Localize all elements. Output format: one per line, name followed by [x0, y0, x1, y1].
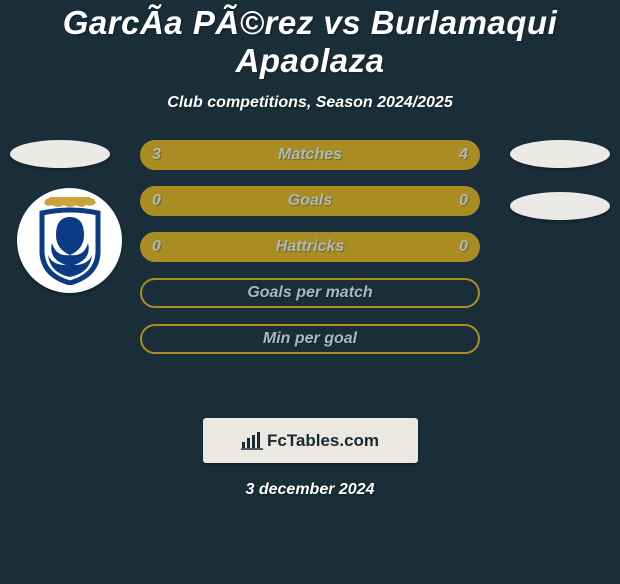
stat-bar-full [140, 232, 480, 262]
source-logo-text: FcTables.com [241, 431, 379, 451]
page-title: GarcÃ­a PÃ©rez vs Burlamaqui Apaolaza [0, 4, 620, 80]
comparison-area: 3 4 Matches 0 0 Goals 0 0 Hattricks Goal… [0, 140, 620, 400]
stat-row-goals-per-match: Goals per match [140, 278, 480, 308]
stat-row-matches: 3 4 Matches [140, 140, 480, 170]
source-logo-label: FcTables.com [267, 431, 379, 451]
player-badge-right-2 [510, 192, 610, 220]
stat-bar-full [140, 186, 480, 216]
stat-row-goals: 0 0 Goals [140, 186, 480, 216]
stat-bar-hollow [140, 324, 480, 354]
snapshot-date: 3 december 2024 [0, 481, 620, 499]
stat-bar-right [276, 140, 480, 170]
stat-row-min-per-goal: Min per goal [140, 324, 480, 354]
source-logo: FcTables.com [203, 418, 418, 463]
player-badge-left [10, 140, 110, 168]
club-shield-left [17, 188, 122, 293]
stat-bar-hollow [140, 278, 480, 308]
chart-icon [241, 432, 263, 450]
stat-row-hattricks: 0 0 Hattricks [140, 232, 480, 262]
stat-bar-left [140, 140, 276, 170]
page-subtitle: Club competitions, Season 2024/2025 [0, 94, 620, 112]
shield-icon [34, 197, 106, 285]
player-badge-right-1 [510, 140, 610, 168]
